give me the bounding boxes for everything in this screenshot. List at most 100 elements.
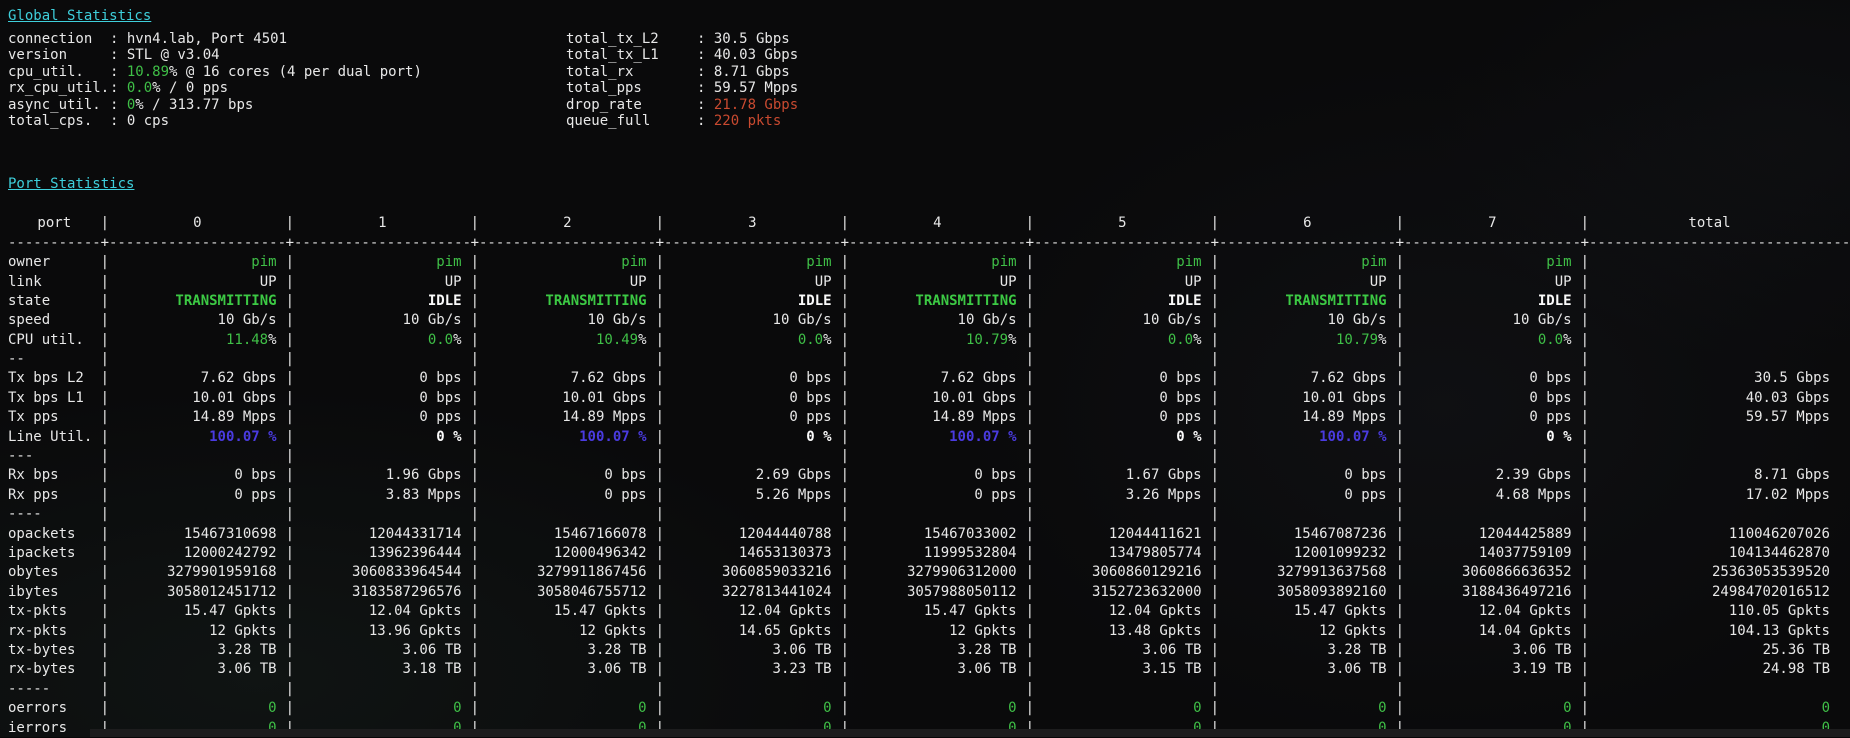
cell-value: 10.79% bbox=[1219, 331, 1396, 350]
cell-value-part: 0 pps bbox=[1159, 409, 1202, 426]
divider-cell: ----------------------------------------… bbox=[849, 234, 1034, 253]
cell-value: 3.06 TB bbox=[664, 641, 841, 660]
global-stat-line: async_util.: 0% / 313.77 bps bbox=[8, 97, 1850, 113]
column-separator: | bbox=[100, 448, 109, 465]
column-separator: | bbox=[1210, 292, 1219, 309]
cell-value: 4.68 Mpps bbox=[1404, 486, 1581, 505]
cell-value-part: 3279911867456 bbox=[536, 564, 647, 581]
port-1-cell: 0.0% | bbox=[294, 331, 479, 350]
cell-value-part: 0 bps bbox=[419, 389, 462, 406]
cell-value-part: 104.13 Gpkts bbox=[1728, 622, 1830, 639]
column-separator: | bbox=[285, 409, 294, 426]
column-separator: | bbox=[1025, 467, 1034, 484]
cell-value-part: 0 bbox=[193, 215, 202, 232]
divider-label-cell: ----------------------------------------… bbox=[0, 234, 109, 253]
cell-value: 12.04 Gpkts bbox=[294, 602, 471, 621]
cell-value: 12000496342 bbox=[479, 544, 656, 563]
column-separator: + bbox=[1025, 234, 1034, 251]
port-7-cell: 0 bps | bbox=[1404, 389, 1589, 408]
cell-value-part: 3.19 TB bbox=[1512, 661, 1572, 678]
row-label-cell: rx-bytes | bbox=[0, 660, 109, 679]
port-6-cell: 0 | bbox=[1219, 719, 1404, 738]
cell-value: 10.01 Gbps bbox=[479, 389, 656, 408]
port-7-cell: 3.06 TB | bbox=[1404, 641, 1589, 660]
port-0-cell: 10 Gb/s | bbox=[109, 311, 294, 330]
cell-value bbox=[849, 350, 1026, 369]
cell-value-part: 3060860129216 bbox=[1091, 564, 1202, 581]
total-cell bbox=[1589, 253, 1850, 272]
port-1-cell: 0 pps | bbox=[294, 408, 479, 427]
column-separator: | bbox=[840, 661, 849, 678]
cell-value: 100.07 % bbox=[1219, 428, 1396, 447]
total-cell bbox=[1589, 350, 1850, 369]
table-row: Rx bps | 0 bps | 1.96 Gbps | 0 bps | 2.69 Gbps | 0… bbox=[0, 466, 1850, 485]
column-separator: | bbox=[470, 719, 479, 736]
port-4-cell: 12 Gpkts | bbox=[849, 622, 1034, 641]
divider-cell: ----------------------------------------… bbox=[1034, 234, 1219, 253]
stat-value: 8.71 Gbps bbox=[713, 63, 790, 80]
column-separator: | bbox=[100, 700, 109, 717]
port-7-cell: 3188436497216 | bbox=[1404, 583, 1589, 602]
total-cell bbox=[1589, 428, 1850, 447]
column-separator: | bbox=[1210, 603, 1219, 620]
column-separator: | bbox=[655, 254, 664, 271]
port-5-cell: | bbox=[1034, 505, 1219, 524]
cell-value: 0.0% bbox=[1034, 331, 1211, 350]
cell-value: 7.62 Gbps bbox=[849, 369, 1026, 388]
column-separator: | bbox=[100, 719, 109, 736]
column-separator: | bbox=[655, 641, 664, 658]
port-6-cell: 3.06 TB | bbox=[1219, 660, 1404, 679]
port-0-cell: TRANSMITTING | bbox=[109, 292, 294, 311]
port-7-cell: pim | bbox=[1404, 253, 1589, 272]
cell-value bbox=[664, 680, 841, 699]
cell-value: 0 bps bbox=[1034, 389, 1211, 408]
cell-value: 12044425889 bbox=[1404, 525, 1581, 544]
cell-value: IDLE bbox=[1404, 292, 1581, 311]
row-label: Rx pps bbox=[8, 486, 59, 503]
cell-value bbox=[1219, 505, 1396, 524]
stat-value: 30.5 Gbps bbox=[713, 31, 790, 47]
cell-value-part: 14653130373 bbox=[738, 544, 832, 561]
column-header-port-1: 1 | bbox=[294, 214, 479, 233]
port-6-cell: pim | bbox=[1219, 253, 1404, 272]
column-separator: | bbox=[285, 622, 294, 639]
cell-value bbox=[109, 350, 286, 369]
column-separator: | bbox=[470, 331, 479, 348]
column-separator: | bbox=[1580, 680, 1589, 697]
row-label: opackets bbox=[8, 525, 76, 542]
table-row: CPU util. | 11.48% | 0.0% | 10.49% | 0.0% | 10.79%… bbox=[0, 331, 1850, 350]
column-header-port-6: 6 | bbox=[1219, 214, 1404, 233]
cell-value: 15.47 Gpkts bbox=[849, 602, 1026, 621]
cell-value-part: 59.57 Mpps bbox=[1745, 409, 1830, 426]
total-cell bbox=[1589, 273, 1850, 292]
port-0-cell: 3.28 TB | bbox=[109, 641, 294, 660]
column-separator: | bbox=[1210, 661, 1219, 678]
cell-value-part: 3058046755712 bbox=[536, 583, 647, 600]
port-7-cell: 14037759109 | bbox=[1404, 544, 1589, 563]
cell-value: 10 Gb/s bbox=[664, 311, 841, 330]
port-0-cell: 100.07 % | bbox=[109, 428, 294, 447]
cell-value-part: % bbox=[823, 331, 832, 348]
cell-value: 12.04 Gpkts bbox=[664, 602, 841, 621]
cell-value: 0.0% bbox=[294, 331, 471, 350]
cell-value: 13962396444 bbox=[294, 544, 471, 563]
total-cell: 110046207026 bbox=[1589, 525, 1850, 544]
cell-value-part: 0 bbox=[1193, 719, 1202, 736]
cell-value: 100.07 % bbox=[479, 428, 656, 447]
cell-value bbox=[109, 447, 286, 466]
port-6-cell: | bbox=[1219, 505, 1404, 524]
stat-value: 40.03 Gbps bbox=[713, 47, 799, 64]
cell-value: pim bbox=[664, 253, 841, 272]
cell-value-part: 0 pps bbox=[419, 409, 462, 426]
cell-value-part: 10 Gb/s bbox=[1512, 312, 1572, 329]
cell-value: 3227813441024 bbox=[664, 583, 841, 602]
column-separator: | bbox=[1580, 641, 1589, 658]
column-header-port-4: 4 | bbox=[849, 214, 1034, 233]
column-separator: | bbox=[840, 448, 849, 465]
column-separator: | bbox=[1580, 603, 1589, 620]
cell-value: 0 % bbox=[1034, 428, 1211, 447]
row-label: Tx bps L2 bbox=[8, 370, 84, 387]
stat-label: queue_full bbox=[566, 112, 651, 129]
cell-value: 0 bbox=[849, 699, 1026, 718]
